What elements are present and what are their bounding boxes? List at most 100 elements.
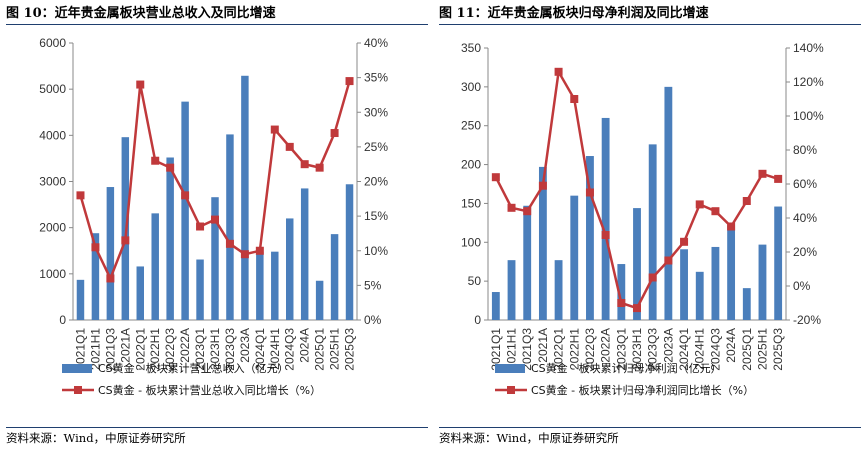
- growth-marker: [121, 236, 130, 245]
- left-axis-tick-label: 200: [461, 158, 481, 172]
- right-axis-tick-label: 40%: [793, 211, 817, 225]
- bar: [106, 187, 115, 320]
- left-axis-tick-label: 4000: [39, 128, 66, 142]
- legend-bar-swatch: [495, 364, 525, 373]
- chart-panel-revenue: 图 10：近年贵金属板块营业总收入及同比增速 0 1000 2000 3000 4000…: [0, 0, 432, 450]
- x-axis-tick-label: 2025H1: [755, 328, 769, 370]
- growth-marker: [538, 181, 547, 190]
- bar: [345, 184, 354, 320]
- x-axis-tick-label: 2021A: [536, 328, 550, 363]
- x-axis-tick-label: 2024Q1: [253, 328, 267, 371]
- bar: [300, 188, 309, 320]
- bar: [554, 260, 563, 320]
- x-axis-tick-label: 2022Q3: [163, 328, 177, 371]
- figure-title: 图 11：近年贵金属板块归母净利润及同比增速: [439, 6, 709, 21]
- left-axis-tick-label: 3000: [39, 175, 66, 189]
- x-axis-tick-label: 2022Q3: [583, 328, 597, 371]
- growth-marker: [554, 67, 563, 76]
- growth-marker: [91, 243, 100, 252]
- bar: [742, 288, 751, 320]
- x-axis-tick-label: 2024H1: [268, 328, 282, 370]
- x-axis-tick-label: 2021Q1: [73, 328, 87, 371]
- growth-marker: [695, 200, 704, 209]
- growth-marker: [225, 239, 234, 248]
- growth-marker: [711, 207, 720, 216]
- right-axis-tick-label: 10%: [364, 244, 388, 258]
- source-note: 资料来源：Wind，中原证券研究所: [439, 431, 619, 445]
- growth-marker: [330, 129, 339, 138]
- growth-marker: [585, 188, 594, 197]
- left-axis-tick-label: 350: [461, 41, 481, 55]
- growth-marker: [491, 173, 500, 182]
- growth-marker: [196, 222, 205, 231]
- bar: [648, 144, 657, 320]
- bar: [538, 166, 547, 320]
- right-axis-tick-label: 60%: [793, 177, 817, 191]
- growth-marker: [742, 197, 751, 205]
- x-axis-tick-label: 2021Q1: [489, 328, 503, 371]
- x-axis-tick-label: 2024A: [724, 328, 738, 363]
- bar: [91, 233, 100, 320]
- left-axis-tick-label: 100: [461, 235, 481, 249]
- x-axis-tick-label: 2023Q1: [193, 328, 207, 371]
- bar: [181, 101, 189, 320]
- right-axis-tick-label: 20%: [793, 245, 817, 259]
- bar: [211, 197, 219, 320]
- x-axis-tick-label: 2021A: [118, 328, 132, 363]
- x-axis-tick-label: 2021H1: [88, 328, 102, 370]
- growth-marker: [523, 207, 532, 216]
- growth-marker: [285, 142, 294, 151]
- bar: [136, 266, 144, 320]
- right-axis-tick-label: 30%: [364, 105, 388, 119]
- x-axis-tick-label: 2024Q1: [677, 328, 691, 371]
- bar: [570, 195, 579, 320]
- bar: [241, 75, 249, 320]
- left-axis-tick-label: 6000: [39, 36, 66, 50]
- x-axis-tick-label: 2021Q3: [103, 328, 117, 371]
- growth-marker: [617, 299, 626, 307]
- x-axis-tick-label: 2022H1: [148, 328, 162, 370]
- bar: [196, 259, 204, 320]
- left-axis-tick-label: 0: [59, 313, 66, 327]
- x-axis-tick-label: 2024H1: [693, 328, 707, 370]
- left-axis-tick-label: 300: [461, 80, 481, 94]
- bar: [758, 244, 767, 320]
- bar: [286, 218, 294, 320]
- x-axis-tick-label: 2023H1: [208, 328, 222, 370]
- growth-marker: [633, 304, 641, 313]
- left-axis-tick-label: 5000: [39, 82, 66, 96]
- growth-marker: [664, 256, 673, 265]
- left-axis-tick-label: 0: [474, 313, 481, 327]
- growth-marker: [240, 250, 249, 259]
- x-axis-tick-label: 2021Q3: [520, 328, 534, 371]
- right-axis-tick-label: 5%: [364, 278, 382, 292]
- legend-line-marker: [74, 386, 82, 394]
- right-axis-tick-label: 25%: [364, 140, 388, 154]
- bar: [330, 234, 339, 320]
- right-axis-tick-label: 140%: [793, 41, 824, 55]
- x-axis-tick-label: 2025Q3: [343, 328, 357, 371]
- growth-marker: [601, 231, 610, 239]
- bar: [774, 206, 783, 320]
- left-axis-tick-label: 150: [461, 196, 481, 210]
- bar: [664, 86, 673, 320]
- right-axis-tick-label: 20%: [364, 175, 388, 189]
- growth-marker: [345, 77, 354, 86]
- legend-line-label: CS黄金 - 板块累计归母净利润同比增长（%）: [531, 383, 754, 397]
- source-divider: [6, 427, 428, 428]
- x-axis-tick-label: 2024Q3: [283, 328, 297, 371]
- right-axis-tick-label: 120%: [793, 75, 824, 89]
- legend-bar-label: CS黄金 - 板块累计营业总收入（亿元）: [98, 361, 289, 375]
- bar: [586, 156, 594, 320]
- x-axis-tick-label: 2022H1: [567, 328, 581, 370]
- bar: [633, 208, 641, 320]
- x-axis-tick-label: 2025Q1: [740, 328, 754, 371]
- growth-marker: [76, 191, 85, 200]
- x-axis-tick-label: 2024Q3: [708, 328, 722, 371]
- left-axis-tick-label: 1000: [39, 267, 66, 281]
- growth-marker: [255, 246, 264, 255]
- bar: [727, 225, 736, 320]
- x-axis-tick-label: 2023Q3: [223, 328, 237, 371]
- right-axis-tick-label: 80%: [793, 143, 817, 157]
- growth-marker: [106, 274, 115, 283]
